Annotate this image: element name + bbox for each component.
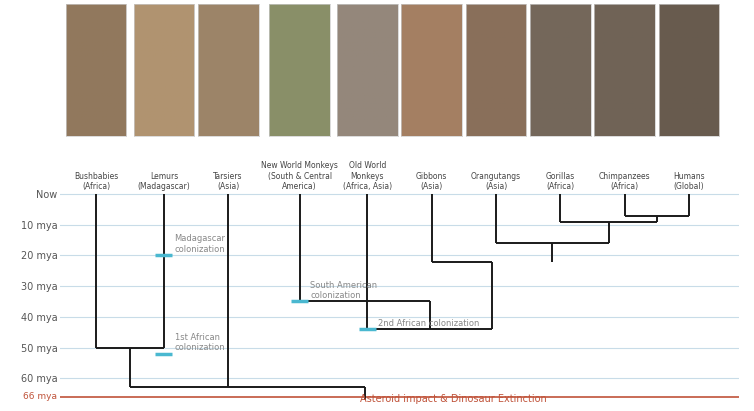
- Text: Old World
Monkeys
(Africa, Asia): Old World Monkeys (Africa, Asia): [343, 161, 392, 191]
- Text: Gibbons
(Asia): Gibbons (Asia): [416, 171, 447, 191]
- Text: Orangutangs
(Asia): Orangutangs (Asia): [471, 171, 521, 191]
- Text: Lemurs
(Madagascar): Lemurs (Madagascar): [137, 171, 190, 191]
- Text: Asteroid impact & Dinosaur Extinction: Asteroid impact & Dinosaur Extinction: [360, 394, 547, 404]
- Text: 66 mya: 66 mya: [23, 392, 57, 401]
- Text: Bushbabies
(Africa): Bushbabies (Africa): [74, 171, 118, 191]
- Text: Madagascar
colonization: Madagascar colonization: [175, 235, 225, 254]
- Text: 1st African
colonization: 1st African colonization: [175, 333, 225, 352]
- Text: South American
colonization: South American colonization: [311, 281, 378, 300]
- Text: 2nd African colonization: 2nd African colonization: [379, 319, 480, 328]
- Text: New World Monkeys
(South & Central
America): New World Monkeys (South & Central Ameri…: [261, 161, 338, 191]
- Text: Gorillas
(Africa): Gorillas (Africa): [546, 171, 575, 191]
- Text: Humans
(Global): Humans (Global): [673, 171, 705, 191]
- Text: Chimpanzees
(Africa): Chimpanzees (Africa): [599, 171, 651, 191]
- Text: Tarsiers
(Asia): Tarsiers (Asia): [213, 171, 243, 191]
